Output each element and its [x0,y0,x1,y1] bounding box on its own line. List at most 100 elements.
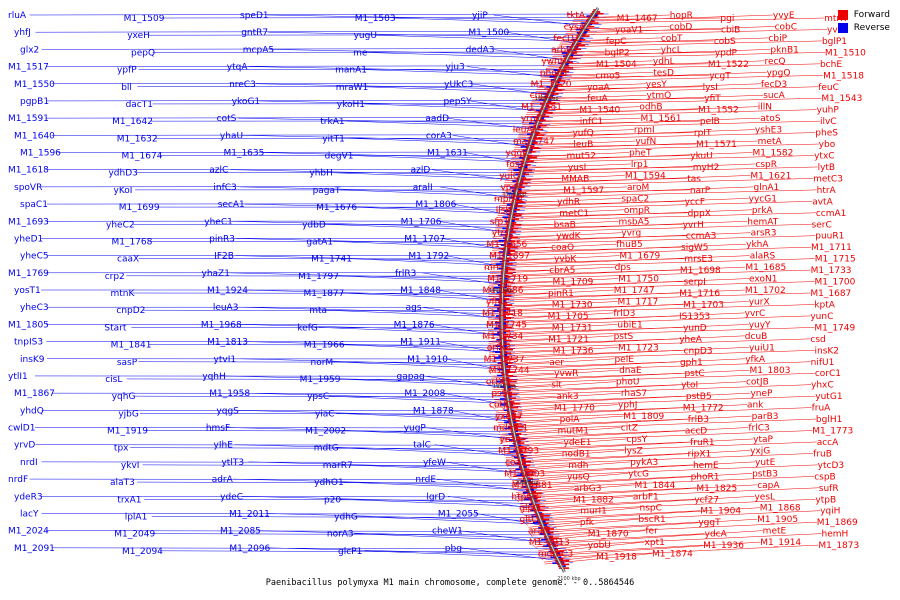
forward-gene-label: M1_1903 [504,469,545,479]
callout-line [375,34,591,42]
callout-line [503,438,627,449]
callout-line [347,120,549,129]
forward-gene-label: ompR [624,206,650,216]
forward-gene-label: M1_1719 [487,275,528,285]
forward-gene-label: M1_1520 [531,80,572,90]
reverse-gene-label: M1_1877 [303,289,344,299]
callout-line [489,281,553,284]
callout-line [523,510,581,516]
callout-line [500,427,621,437]
reverse-gene-label: bll [121,83,132,93]
reverse-gene-label: ykoG1 [232,97,260,107]
callout-line [525,510,701,520]
callout-line [504,175,751,185]
reverse-gene-label: ykvI [121,461,140,471]
callout-line [238,324,515,332]
reverse-gene-label: mta [309,306,327,316]
forward-gene-label: yunC [810,312,833,322]
callout-line [323,224,522,232]
callout-line [495,224,554,226]
callout-line [488,281,815,292]
forward-gene-label: yusQ [567,472,590,482]
callout-line [248,66,574,73]
reverse-gene-label: M1_2049 [114,530,155,540]
forward-gene-label: M1_1745 [486,320,527,330]
callout-line [487,315,548,319]
forward-gene-label: coaO [551,243,574,253]
forward-gene-label: serpI [683,278,705,288]
forward-gene-label: spaC2 [621,194,649,204]
reverse-gene-label: ypsC [307,392,329,402]
reverse-gene-label: M1_1919 [107,427,148,437]
legend-forward-label: Forward [853,9,890,20]
forward-gene-label: accD [685,427,707,437]
reverse-gene-label: yhdQ [20,406,44,416]
forward-gene-label: bglH1 [816,415,842,425]
forward-gene-label: cbrA5 [549,266,575,276]
forward-gene-label: hemE [693,461,719,471]
forward-gene-label: rpmI [634,126,655,136]
forward-gene-label: M1_1518 [823,71,864,81]
callout-line [336,413,525,422]
forward-gene-label: yfiT [704,94,721,104]
callout-line [536,86,703,90]
callout-line [531,97,705,102]
callout-line [536,533,822,547]
forward-gene-label: dps [615,263,631,273]
forward-gene-label: yheA [679,335,703,345]
callout-line [483,266,491,270]
forward-gene-label: yesY [646,80,668,90]
reverse-gene-label: M1_1699 [119,203,160,213]
callout-line [534,86,819,94]
callout-line [230,169,534,177]
reverse-gene-label: yju3 [446,63,465,73]
reverse-gene-label: ypfP [117,66,137,76]
forward-gene-label: yvrC [827,25,848,35]
callout-line [540,75,824,83]
callout-line [490,361,811,373]
callout-line [519,507,524,514]
callout-line [496,404,748,418]
forward-gene-label: M1_1718 [482,309,523,319]
callout-line [138,361,516,363]
reverse-gene-label: me [353,48,368,58]
forward-gene-label: cspB [814,472,836,482]
callout-line [35,31,598,33]
forward-gene-label: M1_1734 [482,332,523,342]
callout-line [328,395,521,405]
reverse-gene-label: ytlT3 [221,458,244,468]
reverse-gene-label: yfeW [423,458,446,468]
callout-line [498,198,749,208]
reverse-gene-label: tnpIS3 [14,338,43,348]
callout-line [239,306,515,315]
forward-gene-label: cpsY [626,435,647,445]
reverse-gene-label: lgrD [426,492,445,502]
reverse-gene-label: M1_2011 [229,509,270,519]
reverse-gene-label: nrdE [415,475,436,485]
forward-gene-label: csd [810,335,825,345]
callout-line [318,327,515,336]
forward-gene-label: vpcP [500,183,522,193]
callout-line [522,120,700,125]
reverse-gene-label: lacY [20,509,39,519]
reverse-gene-label: M1_1693 [8,217,49,227]
callout-line [507,166,693,172]
reverse-gene-label: M1_1867 [14,389,55,399]
callout-line [535,530,763,545]
reverse-gene-label: M1_2091 [14,544,55,554]
callout-line [130,447,531,449]
reverse-gene-label: gapag [397,372,425,382]
forward-gene-label: M1_1749 [814,323,855,333]
reverse-gene-label: M1_1878 [413,406,454,416]
reverse-gene-label: M1_2024 [8,527,49,537]
callout-line [551,52,825,59]
forward-gene-label: M1_1733 [811,266,852,276]
reverse-gene-label: ytqA [227,63,249,73]
forward-gene-label: M1_1679 [619,252,660,262]
forward-gene-label: metC3 [813,174,843,184]
callout-line [137,481,541,484]
forward-gene-label: M1_1793 [498,446,539,456]
callout-line [45,65,578,67]
reverse-gene-label: yheC2 [106,220,135,230]
callout-line [494,392,621,402]
